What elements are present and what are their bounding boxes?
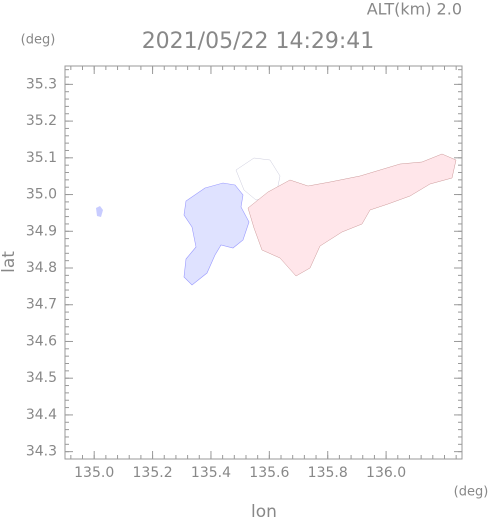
chart-title: 2021/05/22 14:29:41 [142, 29, 375, 54]
y-tick-label: 34.8 [26, 260, 57, 276]
y-tick-label: 34.6 [26, 333, 57, 349]
y-tick-label: 34.4 [26, 407, 57, 423]
x-tick-label: 135.2 [133, 465, 173, 481]
x-tick-label: 135.6 [249, 465, 289, 481]
x-tick-label: 135.4 [191, 465, 231, 481]
y-tick-label: 35.1 [26, 150, 57, 166]
y-tick-label: 35.3 [26, 76, 57, 92]
echo-field [96, 153, 457, 286]
x-axis-label: lon [251, 502, 277, 521]
altitude-label: ALT(km) 2.0 [367, 0, 462, 19]
y-tick-label: 35.2 [26, 113, 57, 129]
y-tick-label: 34.7 [26, 297, 57, 313]
y-tick-label: 34.9 [26, 223, 57, 239]
y-unit: (deg) [21, 33, 56, 48]
y-axis-label: lat [0, 251, 19, 273]
x-tick-label: 135.0 [74, 465, 114, 481]
minor-ticks [65, 66, 462, 460]
x-unit: (deg) [454, 485, 489, 500]
y-tick-label: 35.0 [26, 187, 57, 203]
y-tick-label: 34.5 [26, 370, 57, 386]
x-tick-label: 136.0 [366, 465, 406, 481]
x-tick-label: 135.8 [308, 465, 348, 481]
plot-frame [64, 65, 463, 460]
y-tick-label: 34.3 [26, 444, 57, 460]
